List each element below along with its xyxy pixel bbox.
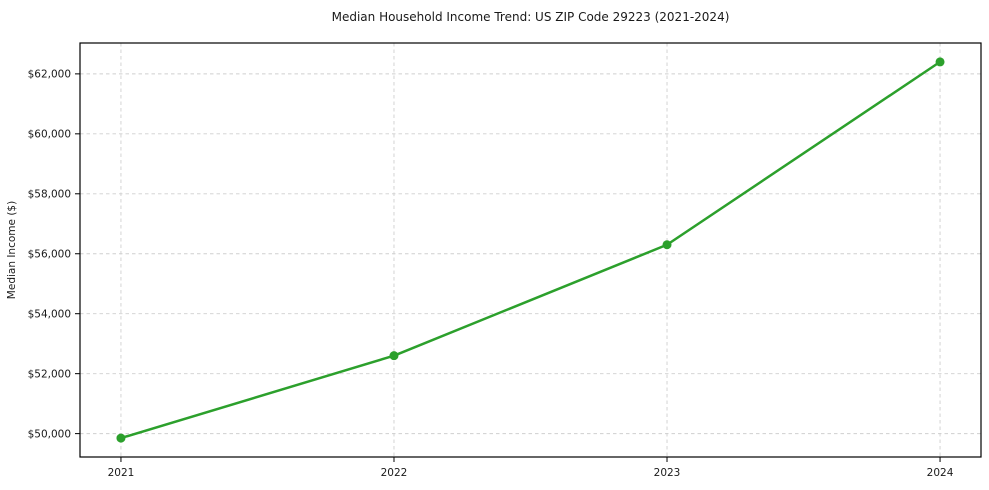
y-tick-label: $54,000 bbox=[28, 308, 71, 320]
data-point-2021 bbox=[116, 433, 126, 443]
y-axis-title: Median Income ($) bbox=[6, 201, 18, 299]
x-tick-label: 2023 bbox=[654, 467, 681, 479]
y-tick-label: $58,000 bbox=[28, 188, 71, 200]
x-tick-label: 2024 bbox=[927, 467, 954, 479]
chart-title: Median Household Income Trend: US ZIP Co… bbox=[332, 10, 730, 24]
axis-layer: $50,000 $52,000 $54,000 $56,000 $58,000 $60,0… bbox=[28, 42, 982, 479]
income-series bbox=[116, 57, 945, 443]
data-point-2023 bbox=[662, 240, 672, 250]
x-tick-label: 2022 bbox=[381, 467, 408, 479]
trend-line bbox=[119, 60, 942, 440]
data-point-2022 bbox=[389, 351, 399, 361]
y-tick-label: $62,000 bbox=[28, 69, 71, 81]
plot-border bbox=[79, 42, 982, 458]
x-tick-label: 2021 bbox=[108, 467, 135, 479]
y-tick-label: $50,000 bbox=[28, 428, 71, 440]
y-tick-label: $60,000 bbox=[28, 129, 71, 141]
grid-layer bbox=[80, 43, 981, 457]
y-tick-label: $52,000 bbox=[28, 368, 71, 380]
data-point-2024 bbox=[935, 57, 945, 67]
y-tick-label: $56,000 bbox=[28, 248, 71, 260]
